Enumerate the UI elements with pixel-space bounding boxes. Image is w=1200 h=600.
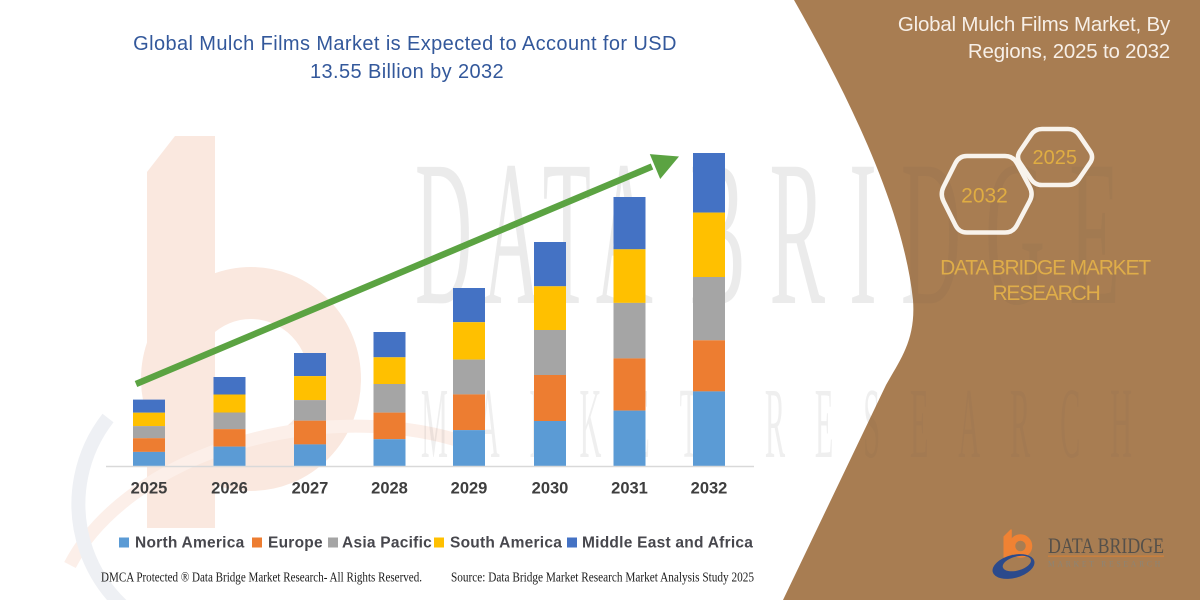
svg-text:2026: 2026	[211, 480, 248, 498]
svg-text:2028: 2028	[371, 480, 408, 498]
svg-text:Asia Pacific: Asia Pacific	[342, 535, 432, 552]
svg-text:Global Mulch Films Market is E: Global Mulch Films Market is Expected to…	[133, 33, 677, 55]
svg-text:Europe: Europe	[268, 535, 323, 552]
svg-text:Source: Data Bridge Market Res: Source: Data Bridge Market Research Mark…	[451, 570, 754, 585]
svg-text:2032: 2032	[691, 480, 728, 498]
svg-text:Global Mulch Films Market, By: Global Mulch Films Market, By	[898, 13, 1171, 36]
svg-text:DMCA Protected ® Data Bridge M: DMCA Protected ® Data Bridge Market Rese…	[101, 570, 422, 585]
svg-text:2031: 2031	[611, 480, 648, 498]
svg-text:2025: 2025	[131, 480, 168, 498]
svg-text:MARKET RESEARCH: MARKET RESEARCH	[1048, 560, 1163, 569]
svg-text:13.55 Billion by 2032: 13.55 Billion by 2032	[310, 61, 504, 83]
svg-text:2027: 2027	[292, 480, 329, 498]
svg-text:South America: South America	[450, 535, 562, 552]
svg-text:RESEARCH: RESEARCH	[992, 282, 1099, 305]
svg-text:2029: 2029	[451, 480, 488, 498]
svg-text:2025: 2025	[1033, 147, 1078, 169]
svg-text:2032: 2032	[961, 184, 1008, 207]
svg-text:Middle East and Africa: Middle East and Africa	[582, 535, 753, 552]
svg-text:2030: 2030	[532, 480, 569, 498]
svg-text:DATA BRIDGE: DATA BRIDGE	[1048, 533, 1164, 558]
svg-text:DATA BRIDGE MARKET: DATA BRIDGE MARKET	[940, 257, 1151, 280]
svg-text:Regions, 2025 to 2032: Regions, 2025 to 2032	[968, 40, 1170, 63]
svg-text:North America: North America	[135, 535, 245, 552]
